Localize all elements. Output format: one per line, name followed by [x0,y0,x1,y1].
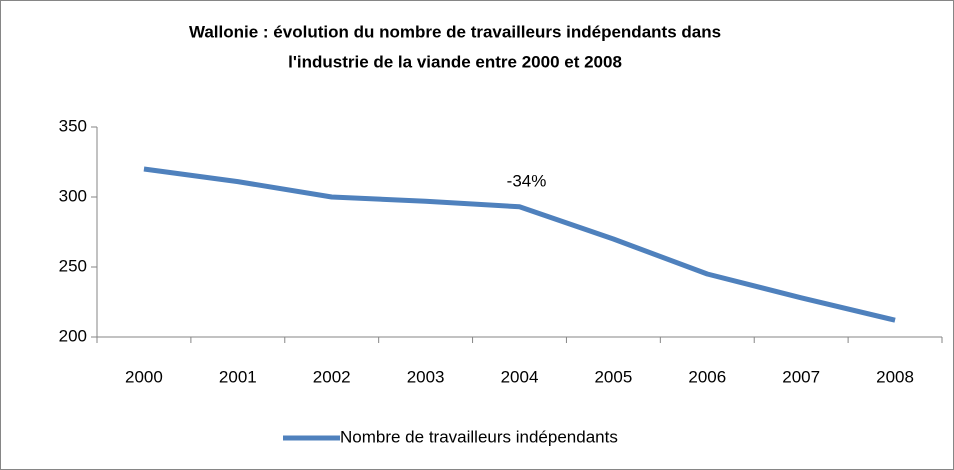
x-tick-label: 2006 [688,367,726,386]
y-tick-label: 300 [59,186,87,205]
x-tick-label: 2008 [876,367,914,386]
x-tick-label: 2003 [407,367,445,386]
legend-label: Nombre de travailleurs indépendants [340,427,618,446]
chart-title: l'industrie de la viande entre 2000 et 2… [288,52,622,71]
y-tick-label: 200 [59,326,87,345]
x-tick-label: 2005 [594,367,632,386]
x-tick-label: 2002 [313,367,351,386]
data-line [143,166,896,323]
y-tick-label: 350 [59,116,87,135]
x-tick-label: 2007 [782,367,820,386]
x-tick-label: 2000 [125,367,163,386]
x-tick-label: 2001 [219,367,257,386]
x-tick-label: 2004 [501,367,539,386]
annotation: -34% [507,171,547,190]
y-tick-label: 250 [59,256,87,275]
chart-title: Wallonie : évolution du nombre de travai… [189,22,721,41]
